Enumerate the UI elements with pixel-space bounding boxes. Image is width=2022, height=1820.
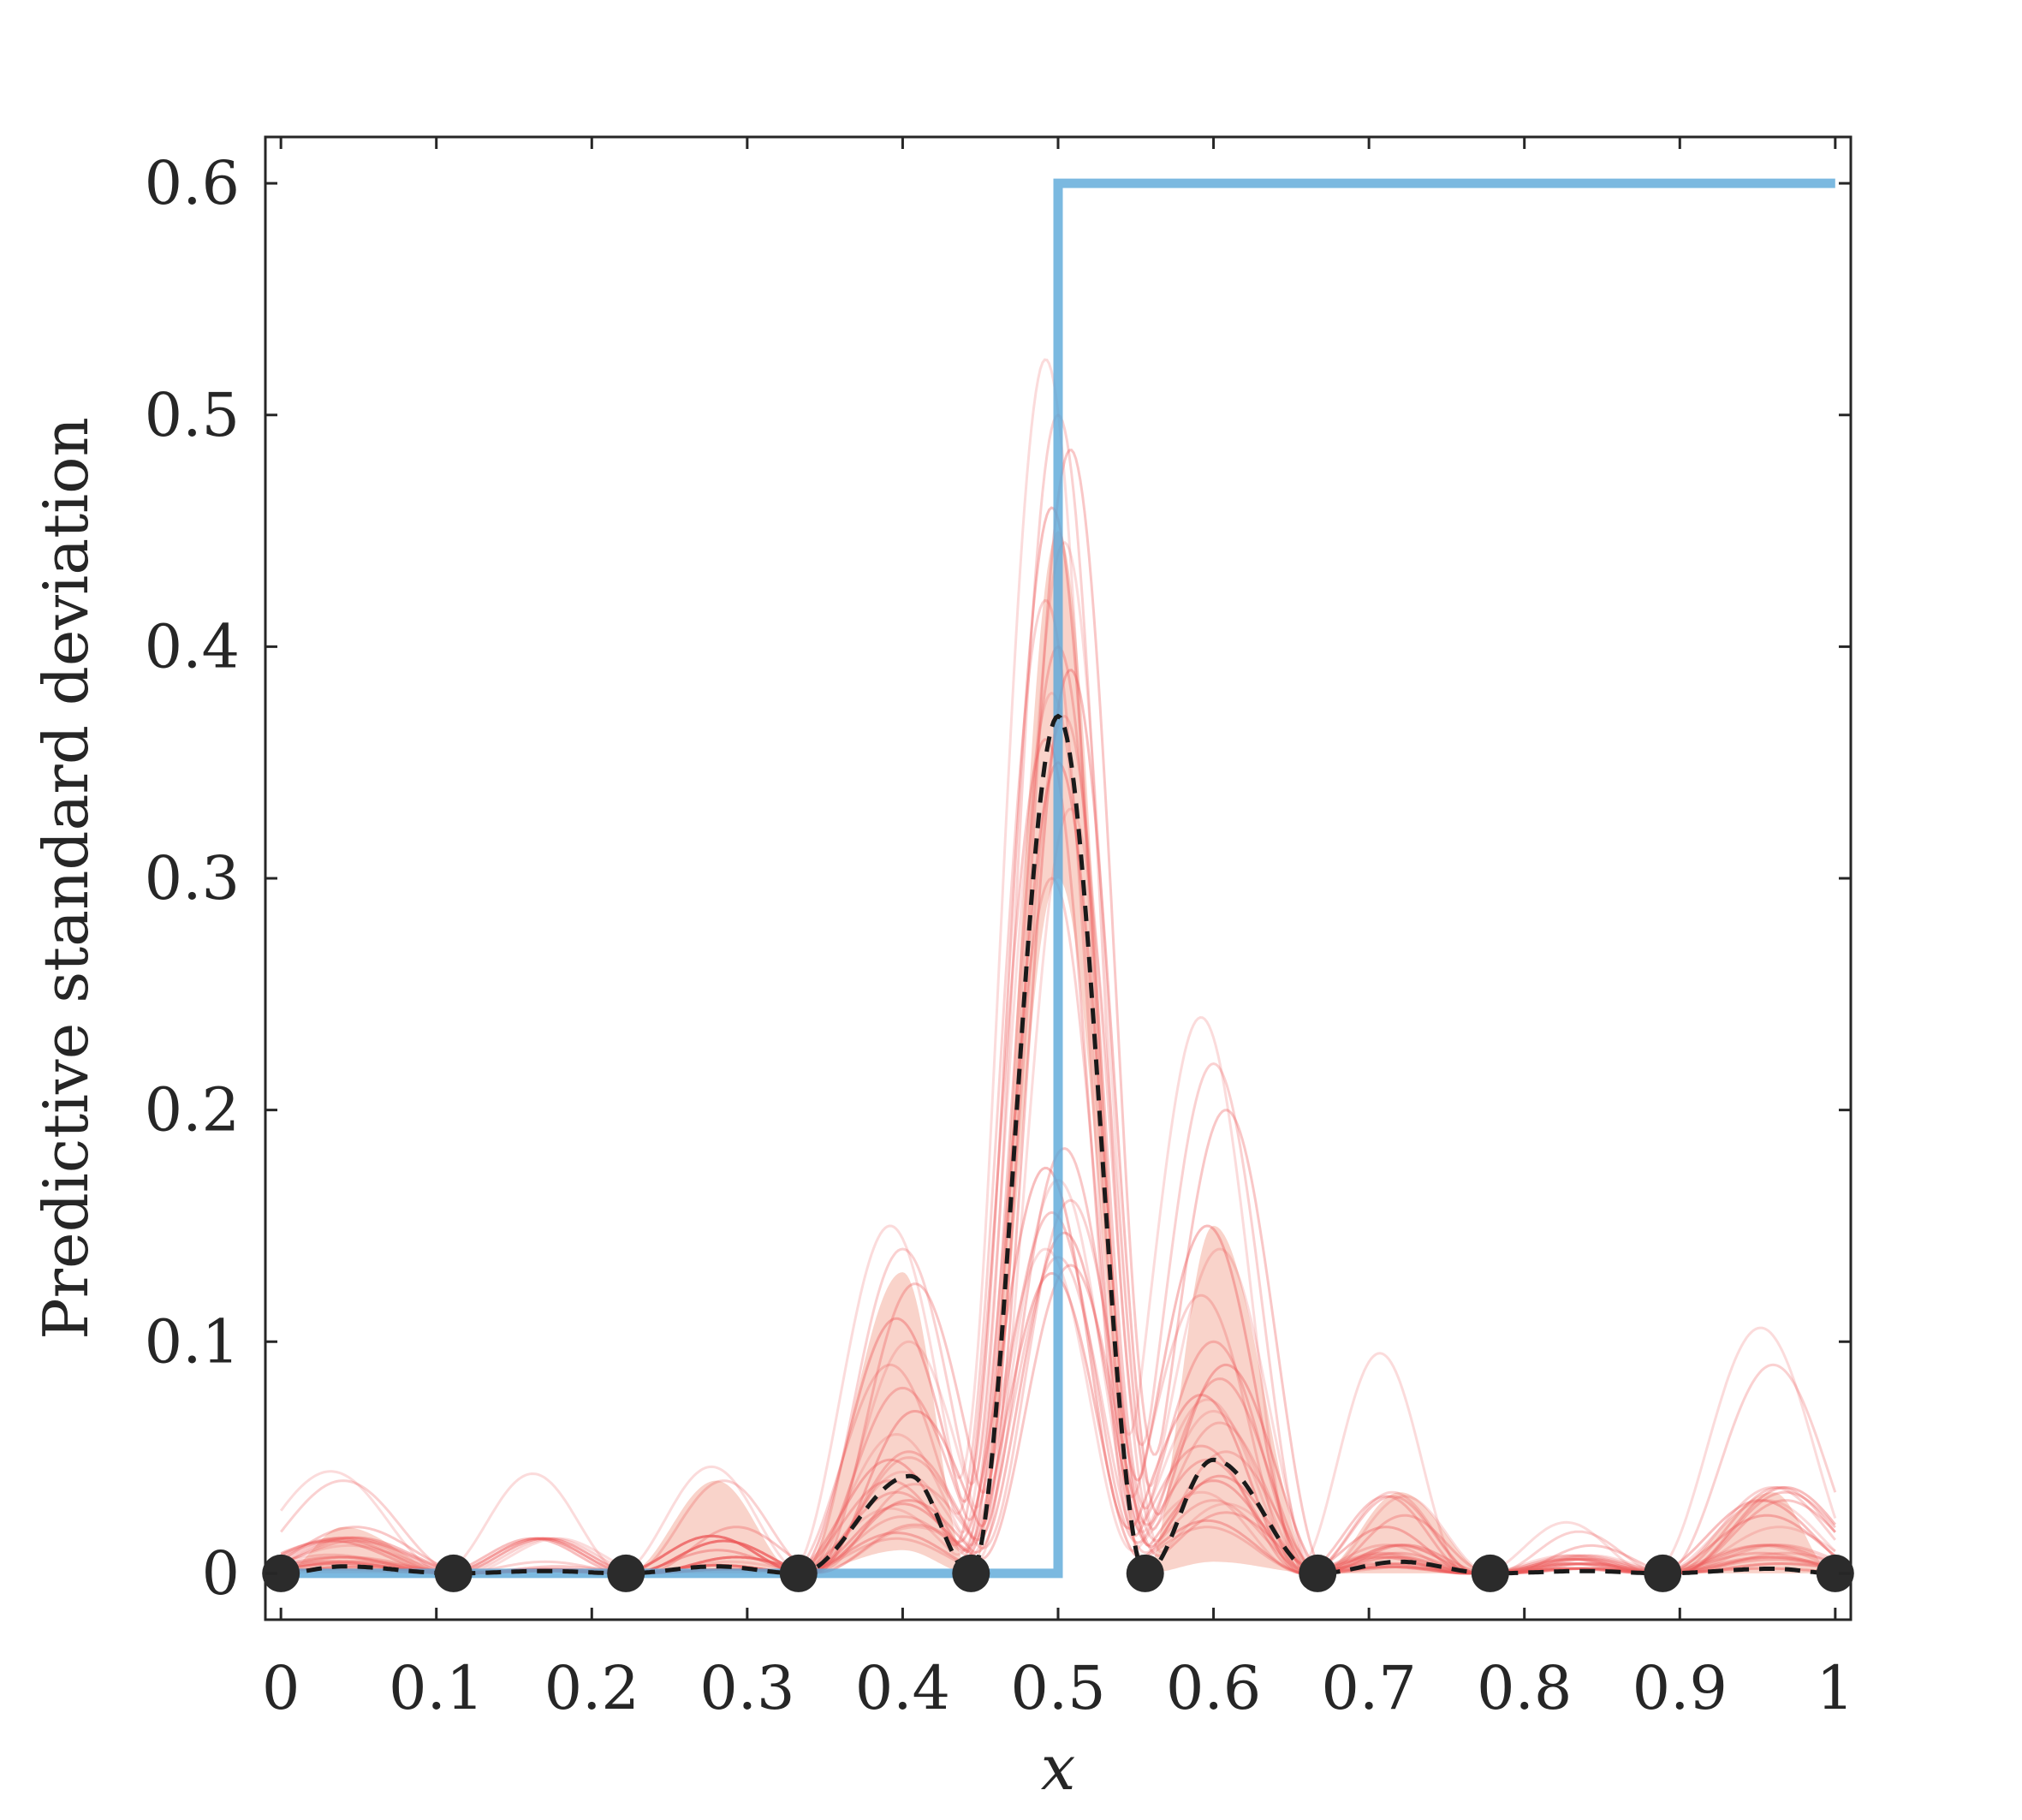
y-tick-label: 0.6 [145,148,240,218]
x-tick-label: 0.9 [1632,1653,1728,1723]
x-axis-title: x [1041,1732,1076,1804]
observation-point [952,1554,990,1592]
plot-area [280,178,1837,1579]
x-tick-label: 0 [262,1653,300,1723]
y-axis-title: Predictive standard deviation [30,417,102,1340]
y-tick-labels: 0 0.1 0.2 0.3 0.4 0.5 0.6 [145,148,240,1609]
observation-point [1299,1554,1337,1592]
y-tick-label: 0 [201,1538,240,1609]
step-layer [281,178,1835,1579]
x-tick-label: 0.6 [1166,1653,1261,1723]
y-tick-label: 0.4 [145,611,240,681]
x-tick-label: 0.2 [544,1653,639,1723]
x-tick-label: 1 [1817,1653,1855,1723]
ticks-layer [265,137,1851,1620]
mean-layer [281,713,1835,1576]
x-tick-label: 0.4 [855,1653,950,1723]
true-function-step-line [281,178,1835,1579]
observation-point [434,1554,473,1592]
y-tick-label: 0.2 [145,1075,240,1145]
x-tick-label: 0.3 [699,1653,794,1723]
x-tick-label: 0.5 [1010,1653,1105,1723]
y-tick-label: 0.1 [145,1306,240,1377]
observation-point [1816,1554,1854,1592]
observation-point [1126,1554,1164,1592]
points-layer [262,1554,1854,1592]
observation-point [262,1554,300,1592]
x-tick-label: 0.1 [389,1653,484,1723]
y-tick-label: 0.5 [145,380,240,450]
mean-dashed-line [281,713,1835,1576]
y-tick-label: 0.3 [145,843,240,913]
observation-point [1471,1554,1509,1592]
observation-point [779,1554,818,1592]
observation-point [607,1554,645,1592]
x-tick-labels: 0 0.1 0.2 0.3 0.4 0.5 0.6 0.7 0.8 0.9 1 [262,1653,1854,1723]
observation-point [1644,1554,1682,1592]
x-tick-label: 0.8 [1477,1653,1572,1723]
x-tick-label: 0.7 [1321,1653,1416,1723]
